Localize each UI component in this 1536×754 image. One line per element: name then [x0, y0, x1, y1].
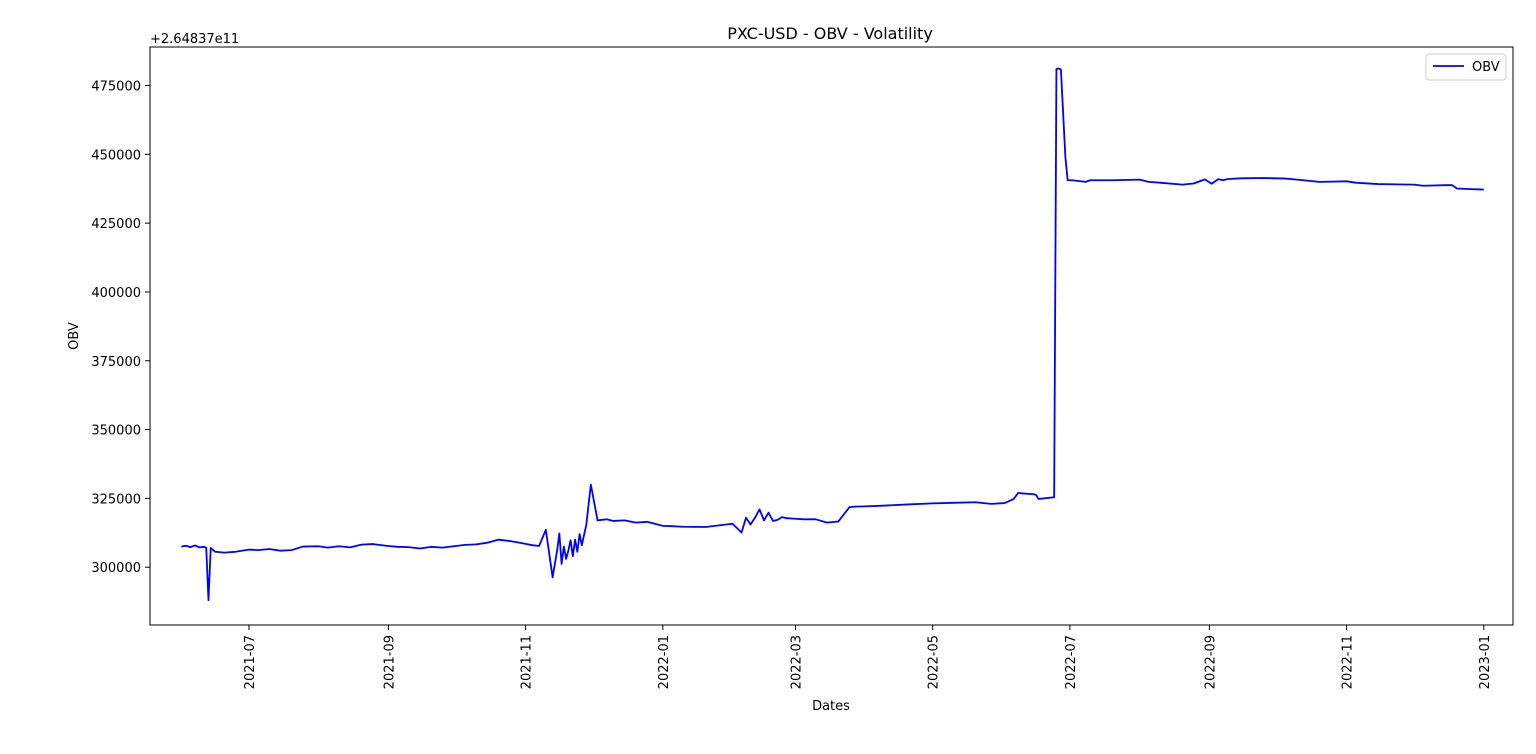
x-tick-label: 2022-09 [1203, 635, 1218, 689]
y-tick-label: 400000 [91, 286, 141, 301]
x-tick-label: 2022-11 [1341, 635, 1356, 689]
x-tick-label: 2022-07 [1064, 635, 1079, 689]
y-axis-label: OBV [67, 322, 82, 350]
y-axis-offset-text: +2.64837e11 [150, 32, 239, 47]
y-tick-label: 450000 [91, 148, 141, 163]
legend: OBV [1425, 53, 1507, 81]
x-tick-label: 2023-01 [1478, 635, 1493, 689]
x-tick-label: 2021-09 [382, 635, 397, 689]
x-tick-label: 2022-01 [657, 635, 672, 689]
legend-entry-obv: OBV [1472, 60, 1500, 75]
y-tick-label: 325000 [91, 492, 141, 507]
y-tick-label: 300000 [91, 561, 141, 576]
series-line-obv [181, 67, 1484, 602]
x-tick-label: 2022-05 [927, 635, 942, 689]
x-axis-ticks: 2021-07 2021-09 2021-11 2022-01 2022-03 2022-… [243, 625, 1493, 689]
y-tick-label: 475000 [91, 80, 141, 95]
legend-box [1425, 53, 1507, 81]
x-tick-label: 2021-07 [243, 635, 258, 689]
y-tick-label: 425000 [91, 217, 141, 232]
y-axis-ticks: 300000 325000 350000 375000 400000 425000 4500… [91, 80, 150, 576]
plot-area [149, 46, 1514, 626]
x-tick-label: 2022-03 [790, 635, 805, 689]
plot-frame [149, 46, 1514, 626]
y-tick-label: 375000 [91, 355, 141, 370]
y-tick-label: 350000 [91, 424, 141, 439]
x-tick-label: 2021-11 [520, 635, 535, 689]
x-axis-label: Dates [812, 699, 850, 714]
chart-title: PXC-USD - OBV - Volatility [727, 24, 933, 43]
